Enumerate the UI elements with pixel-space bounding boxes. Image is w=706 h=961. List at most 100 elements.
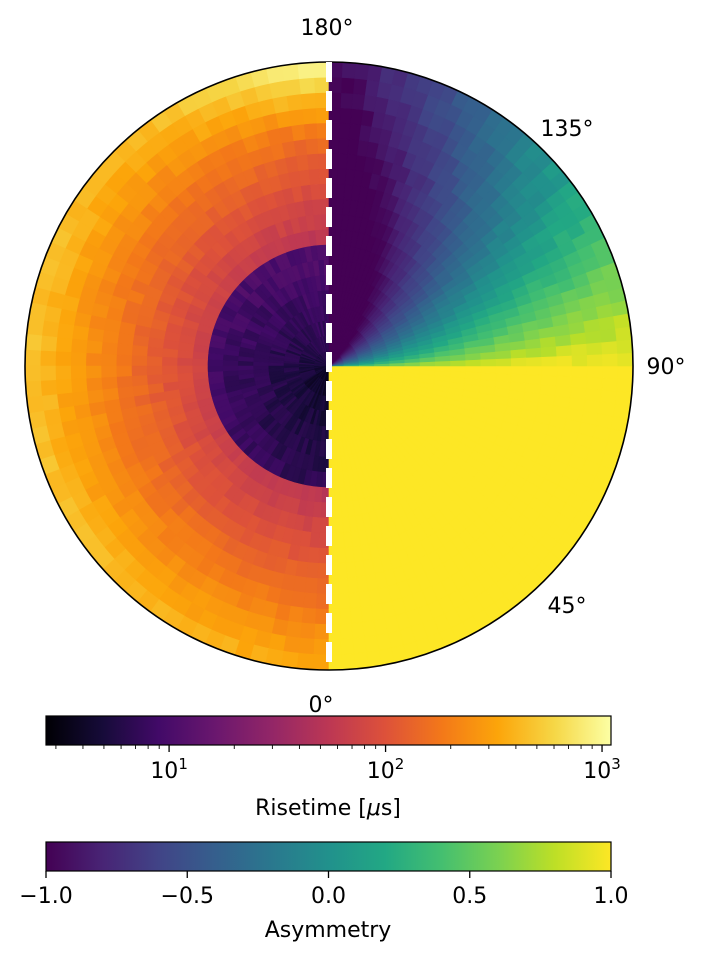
angle-tick-45: 45°	[548, 594, 587, 619]
asymmetry-cell	[337, 577, 350, 595]
risetime-cell	[161, 348, 179, 359]
risetime-cell	[146, 346, 164, 358]
asymmetry-cell	[450, 359, 467, 367]
risetime-colorbar-ticks: 101 102 103	[55, 745, 621, 784]
asymmetry-cell	[345, 153, 358, 171]
risetime-cell	[176, 349, 194, 360]
risetime-cell	[146, 365, 163, 376]
asymmetry-cell	[525, 347, 542, 358]
risetime-cell	[116, 376, 133, 389]
asymmetry-cell	[480, 365, 497, 374]
asymmetry-cell	[570, 376, 588, 389]
asymmetry-cell	[338, 122, 351, 140]
risetime-cell	[101, 329, 120, 345]
asymmetry-cell	[344, 168, 356, 186]
risetime-cell	[176, 357, 193, 367]
risetime-cell	[115, 365, 132, 378]
asymmetry-cell	[586, 365, 603, 379]
angle-tick-0: 0°	[309, 693, 334, 718]
risetime-cell	[85, 377, 103, 392]
risetime-cell	[304, 577, 319, 595]
asymmetry-cell	[526, 365, 543, 376]
risetime-cell	[132, 334, 150, 348]
risetime-cell	[146, 356, 163, 367]
asymmetry-cell	[353, 62, 370, 81]
asymmetry-tick-label: −0.5	[161, 884, 214, 909]
asymmetry-cell	[555, 344, 573, 357]
asymmetry-cell	[540, 345, 558, 358]
risetime-cell	[271, 618, 289, 637]
asymmetry-cell	[617, 352, 633, 367]
risetime-cell	[297, 545, 311, 563]
risetime-cell	[73, 311, 92, 329]
asymmetry-cell	[569, 386, 587, 401]
risetime-cell	[301, 607, 317, 625]
asymmetry-cell	[339, 623, 354, 640]
asymmetry-cell	[599, 327, 618, 343]
asymmetry-cell	[601, 377, 618, 392]
risetime-cell	[131, 365, 148, 377]
asymmetry-cell	[617, 365, 633, 380]
risetime-cell	[300, 92, 316, 110]
risetime-cell	[55, 379, 73, 395]
asymmetry-cell	[541, 355, 558, 367]
risetime-cell	[100, 341, 118, 356]
risetime-cell	[288, 605, 304, 624]
asymmetry-cell	[339, 107, 352, 125]
asymmetry-cell	[524, 382, 542, 395]
asymmetry-cell	[333, 244, 340, 261]
risetime-tick-label: 101	[150, 755, 188, 784]
asymmetry-cell	[340, 638, 355, 655]
risetime-cell	[161, 356, 178, 367]
risetime-half-disc	[25, 62, 330, 670]
risetime-cell	[285, 620, 303, 639]
risetime-cell	[100, 353, 117, 367]
risetime-cell	[161, 365, 178, 376]
asymmetry-cell	[335, 183, 346, 200]
risetime-cell	[306, 153, 319, 170]
risetime-cell	[40, 335, 58, 352]
risetime-cell	[39, 365, 57, 382]
risetime-cell	[25, 333, 43, 352]
asymmetry-tick-label: −1.0	[19, 884, 72, 909]
asymmetry-cell	[334, 213, 343, 231]
risetime-cell	[26, 318, 45, 337]
risetime-cell	[71, 325, 90, 341]
asymmetry-cell	[586, 376, 603, 391]
asymmetry-cell	[495, 357, 512, 367]
risetime-tick-label: 102	[367, 755, 405, 784]
asymmetry-cell	[364, 79, 380, 97]
risetime-cell	[115, 354, 132, 367]
risetime-cell	[308, 168, 320, 185]
risetime-cell	[100, 376, 118, 391]
asymmetry-cell	[613, 403, 631, 420]
asymmetry-cell	[360, 109, 375, 127]
risetime-cell	[56, 322, 75, 340]
risetime-colorbar-label: Risetime [μs]	[255, 796, 401, 821]
risetime-cell	[55, 365, 72, 381]
risetime-cell	[192, 351, 209, 360]
asymmetry-half-disc	[328, 62, 633, 670]
asymmetry-cell	[464, 371, 482, 380]
asymmetry-cell	[347, 138, 360, 156]
risetime-cell	[116, 343, 133, 356]
asymmetry-cell	[568, 397, 586, 412]
risetime-cell	[290, 590, 306, 609]
risetime-tick-label: 103	[583, 755, 621, 784]
risetime-cell	[41, 320, 60, 338]
asymmetry-cell	[570, 343, 588, 356]
asymmetry-cell	[480, 372, 497, 381]
asymmetry-cell	[340, 77, 355, 94]
asymmetry-cell	[362, 94, 377, 112]
risetime-cell	[43, 305, 62, 324]
asymmetry-cell	[525, 374, 542, 385]
angle-tick-90: 90°	[647, 355, 686, 380]
risetime-cell	[274, 603, 292, 622]
asymmetry-cell	[341, 62, 356, 79]
asymmetry-cell	[352, 636, 368, 655]
asymmetry-cell	[510, 357, 527, 367]
risetime-cell	[281, 650, 300, 669]
asymmetry-cell	[337, 153, 348, 170]
asymmetry-cell	[556, 355, 573, 367]
